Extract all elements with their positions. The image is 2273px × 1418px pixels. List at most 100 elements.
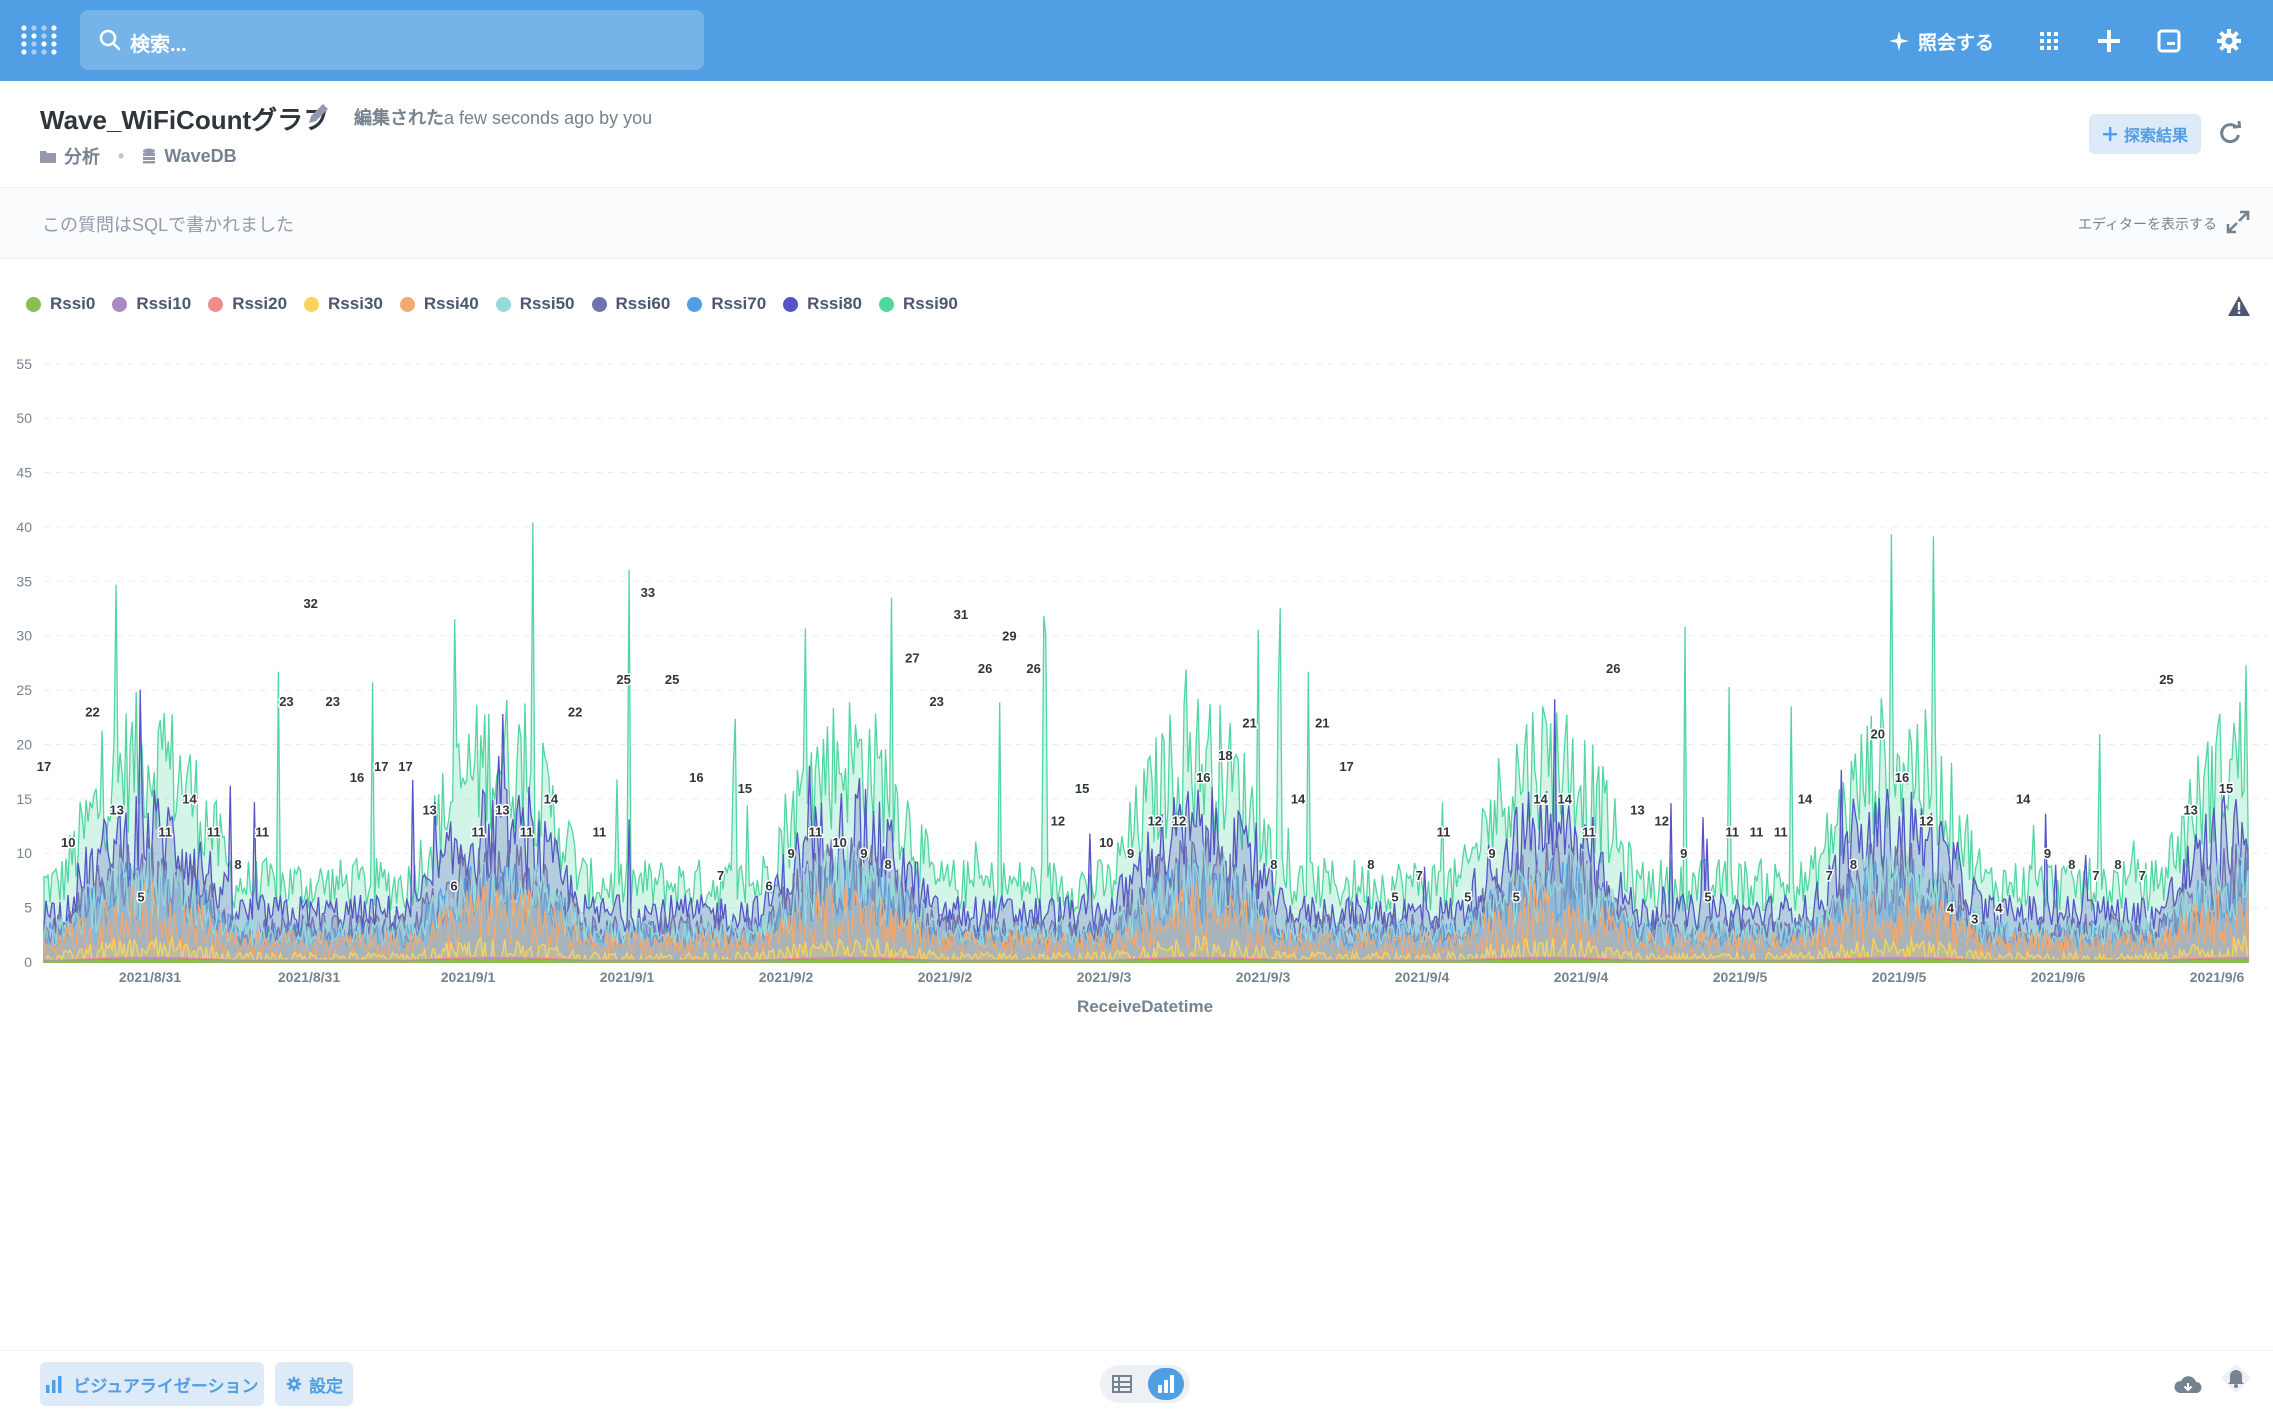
legend-swatch bbox=[687, 296, 703, 312]
metabase-logo-icon[interactable] bbox=[20, 24, 60, 58]
new-note-icon[interactable] bbox=[2154, 26, 2184, 56]
legend-item-rssi70[interactable]: Rssi70 bbox=[687, 294, 766, 314]
legend-item-rssi60[interactable]: Rssi60 bbox=[591, 294, 671, 314]
data-label: 17 bbox=[1339, 759, 1353, 774]
data-label: 14 bbox=[182, 792, 197, 807]
data-label: 25 bbox=[616, 672, 630, 687]
data-label: 8 bbox=[2114, 857, 2121, 872]
legend-item-rssi10[interactable]: Rssi10 bbox=[112, 294, 191, 314]
data-label: 13 bbox=[2183, 803, 2197, 818]
legend-label: Rssi80 bbox=[807, 294, 862, 313]
data-label: 8 bbox=[2068, 857, 2075, 872]
data-label: 13 bbox=[495, 803, 509, 818]
y-tick-label: 50 bbox=[16, 410, 32, 426]
legend-item-rssi40[interactable]: Rssi40 bbox=[399, 294, 479, 314]
legend-swatch bbox=[112, 296, 128, 312]
warning-icon[interactable] bbox=[2227, 294, 2251, 318]
legend-swatch bbox=[304, 296, 320, 312]
data-label: 12 bbox=[1051, 813, 1065, 828]
last-edited[interactable]: 編集されたa few seconds ago by you bbox=[354, 104, 652, 130]
sparkle-icon bbox=[1889, 31, 1909, 51]
question-header bbox=[0, 81, 2273, 188]
data-label: 10 bbox=[1099, 835, 1113, 850]
data-label: 11 bbox=[809, 824, 823, 839]
legend-item-rssi0[interactable]: Rssi0 bbox=[26, 294, 95, 314]
data-label: 5 bbox=[1513, 890, 1520, 905]
data-label: 32 bbox=[303, 596, 317, 611]
download-icon[interactable] bbox=[2174, 1373, 2202, 1397]
footer-bar bbox=[0, 1350, 2273, 1418]
table-icon[interactable] bbox=[1110, 1372, 1134, 1396]
x-tick-label: 2021/9/4 bbox=[1395, 969, 1450, 985]
grid-icon[interactable] bbox=[2034, 26, 2064, 56]
alert-bell-icon[interactable] bbox=[2218, 1360, 2254, 1396]
data-label: 11 bbox=[207, 824, 221, 839]
sql-notice-bar bbox=[0, 188, 2273, 259]
legend-label: Rssi60 bbox=[615, 294, 671, 313]
data-label: 8 bbox=[1367, 857, 1374, 872]
show-editor-link[interactable]: エディターを表示する bbox=[2078, 216, 2218, 232]
settings-button[interactable]: 設定 bbox=[275, 1362, 353, 1406]
data-label: 12 bbox=[1919, 813, 1933, 828]
ask-question-button[interactable]: 照会する bbox=[1888, 26, 1994, 56]
data-label: 10 bbox=[61, 835, 75, 850]
data-label: 14 bbox=[1533, 792, 1548, 807]
data-label: 5 bbox=[1391, 890, 1398, 905]
data-label: 14 bbox=[2016, 792, 2031, 807]
search-icon bbox=[99, 29, 121, 51]
data-label: 12 bbox=[1148, 813, 1162, 828]
legend-label: Rssi10 bbox=[136, 294, 192, 313]
data-label: 12 bbox=[1655, 813, 1669, 828]
visualization-button[interactable]: ビジュアライゼーション bbox=[40, 1362, 264, 1406]
data-label: 8 bbox=[234, 857, 241, 872]
sql-notice-text: この質問はSQLで書かれました bbox=[42, 215, 295, 235]
data-label: 11 bbox=[520, 824, 534, 839]
data-label: 16 bbox=[350, 770, 364, 785]
data-label: 13 bbox=[422, 803, 436, 818]
gear-icon[interactable] bbox=[2214, 26, 2244, 56]
chart-legend: Rssi0 Rssi10 Rssi20 Rssi30 Rssi40 Rssi50 Rssi6… bbox=[26, 294, 958, 314]
data-label: 27 bbox=[905, 650, 919, 665]
series-area-rssi90 bbox=[43, 522, 2249, 963]
data-label: 8 bbox=[1270, 857, 1277, 872]
plus-icon[interactable] bbox=[2094, 26, 2124, 56]
data-label: 8 bbox=[1850, 857, 1857, 872]
bar-chart-icon bbox=[1158, 1375, 1174, 1393]
data-label: 14 bbox=[544, 792, 559, 807]
view-toggle[interactable] bbox=[1100, 1365, 1190, 1403]
chart-view-toggle[interactable] bbox=[1148, 1368, 1184, 1400]
legend-item-rssi90[interactable]: Rssi90 bbox=[879, 294, 958, 314]
data-label: 6 bbox=[450, 879, 457, 894]
gear-icon bbox=[286, 1376, 302, 1392]
question-title[interactable]: Wave_WiFiCountグラフ bbox=[40, 105, 330, 135]
legend-swatch bbox=[399, 296, 415, 312]
pencil-icon[interactable] bbox=[304, 100, 332, 128]
data-label: 5 bbox=[137, 890, 144, 905]
x-tick-label: 2021/9/5 bbox=[1872, 969, 1927, 985]
search-input[interactable]: 検索... bbox=[80, 10, 704, 70]
data-label: 12 bbox=[1172, 813, 1186, 828]
bar-chart-icon bbox=[46, 1376, 62, 1393]
x-tick-label: 2021/9/1 bbox=[600, 969, 655, 985]
data-label: 9 bbox=[788, 846, 795, 861]
expand-icon[interactable] bbox=[2224, 208, 2252, 236]
refresh-icon[interactable] bbox=[2216, 120, 2244, 148]
legend-item-rssi20[interactable]: Rssi20 bbox=[208, 294, 287, 314]
legend-label: Rssi90 bbox=[903, 294, 958, 313]
data-label: 21 bbox=[1315, 716, 1329, 731]
breadcrumb-collection[interactable]: 分析 bbox=[64, 147, 100, 167]
data-label: 14 bbox=[1291, 792, 1306, 807]
legend-item-rssi30[interactable]: Rssi30 bbox=[304, 294, 383, 314]
data-label: 9 bbox=[1680, 846, 1687, 861]
data-label: 15 bbox=[2219, 781, 2233, 796]
data-label: 7 bbox=[717, 868, 724, 883]
legend-item-rssi50[interactable]: Rssi50 bbox=[495, 294, 575, 314]
breadcrumb-database[interactable]: WaveDB bbox=[164, 145, 237, 166]
data-label: 11 bbox=[1725, 824, 1739, 839]
data-label: 9 bbox=[860, 846, 867, 861]
explore-results-button[interactable]: 探索結果 bbox=[2089, 114, 2201, 154]
legend-item-rssi80[interactable]: Rssi80 bbox=[783, 294, 862, 314]
breadcrumb-separator: • bbox=[118, 145, 125, 166]
data-label: 25 bbox=[2159, 672, 2173, 687]
legend-label: Rssi30 bbox=[328, 294, 383, 313]
